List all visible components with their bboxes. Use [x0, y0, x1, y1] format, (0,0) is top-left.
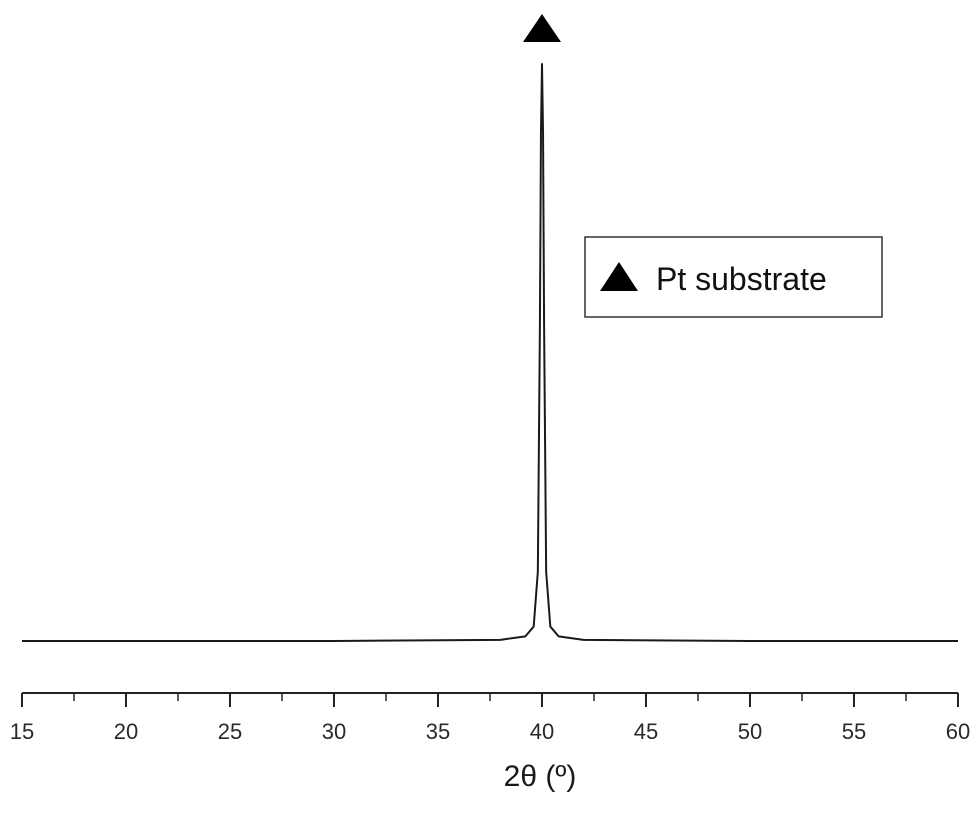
legend-label-pt-substrate: Pt substrate: [656, 261, 827, 297]
x-tick-labels: 15 20 25 30 35 40 45 50 55 60: [10, 719, 970, 744]
series-line-xrd-pattern: [22, 63, 958, 642]
x-tick-label: 25: [218, 719, 242, 744]
x-ticks: [21, 693, 959, 707]
x-tick-label: 50: [738, 719, 762, 744]
x-tick-label: 30: [322, 719, 346, 744]
peak-marker-triangle-icon: [523, 14, 561, 42]
x-tick-label: 15: [10, 719, 34, 744]
peak-markers: [523, 14, 561, 42]
x-tick-label: 40: [530, 719, 554, 744]
x-axis: 15 20 25 30 35 40 45 50 55 60 2θ (º): [10, 692, 970, 793]
x-tick-label: 45: [634, 719, 658, 744]
x-tick-label: 35: [426, 719, 450, 744]
legend: Pt substrate: [584, 236, 883, 318]
x-tick-label: 20: [114, 719, 138, 744]
x-tick-label: 55: [842, 719, 866, 744]
legend-triangle-icon: [600, 262, 638, 291]
legend-box: [584, 236, 883, 318]
x-tick-label: 60: [946, 719, 970, 744]
x-axis-title: 2θ (º): [504, 760, 577, 793]
plot-area: [22, 14, 958, 642]
